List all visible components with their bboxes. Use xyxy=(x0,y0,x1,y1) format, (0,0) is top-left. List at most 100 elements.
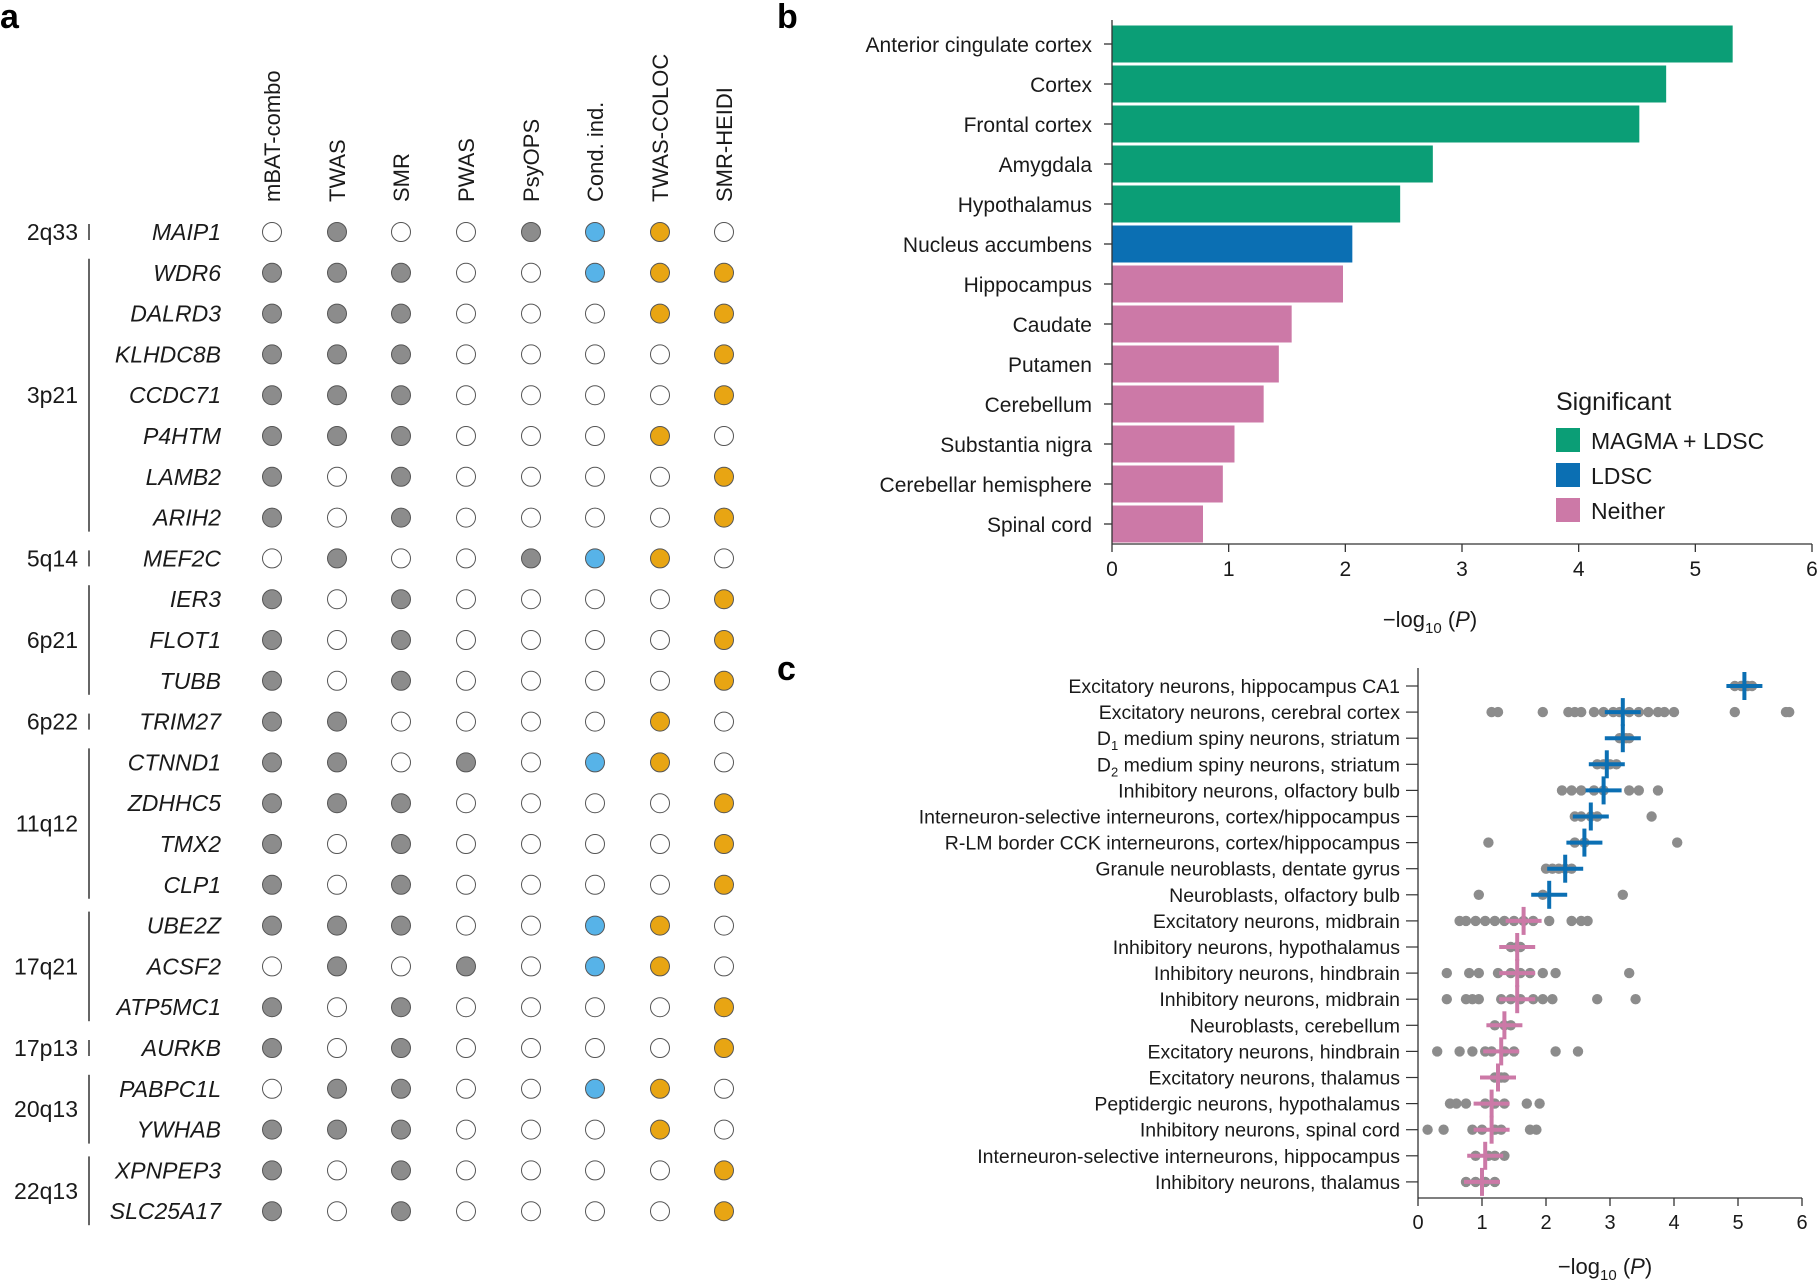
dot-twas xyxy=(327,1160,347,1181)
gene-label: YWHAB xyxy=(137,1117,221,1143)
dot-pwas xyxy=(456,1201,476,1222)
category-label: Cerebellum xyxy=(985,394,1092,417)
dot-pwas xyxy=(456,630,476,650)
dot-smr-heidi xyxy=(714,915,734,936)
data-point xyxy=(1633,785,1645,796)
dot-pwas xyxy=(456,466,476,487)
dot-twas-coloc xyxy=(650,997,670,1018)
dot-mbat-combo xyxy=(262,466,282,487)
category-label: Interneuron-selective interneurons, hipp… xyxy=(977,1146,1400,1168)
data-point xyxy=(1643,706,1654,718)
dot-smr-heidi xyxy=(714,262,734,283)
data-point xyxy=(1566,915,1577,927)
data-point xyxy=(1470,915,1481,927)
gene-label: XPNPEP3 xyxy=(114,1157,221,1183)
bar-caudate xyxy=(1112,305,1292,343)
column-header-psyops: PsyOPS xyxy=(519,119,544,202)
dot-twas-coloc xyxy=(650,1078,670,1099)
dot-twas-coloc xyxy=(650,589,670,610)
column-header-pwas: PWAS xyxy=(454,138,479,202)
dot-twas xyxy=(327,426,347,446)
dot-psyops xyxy=(521,222,541,242)
dot-twas xyxy=(327,997,347,1018)
category-label: Interneuron-selective interneurons, cort… xyxy=(919,807,1401,829)
dot-smr-heidi xyxy=(714,1201,734,1222)
dot-twas xyxy=(327,385,347,406)
dot-mbat-combo xyxy=(262,834,282,854)
locus-label: 5q14 xyxy=(27,545,78,571)
category-label: Excitatory neurons, thalamus xyxy=(1149,1068,1401,1090)
data-point xyxy=(1534,1098,1545,1109)
dot-twas-coloc xyxy=(650,834,670,854)
data-point xyxy=(1473,967,1485,979)
category-label: Neuroblasts, cerebellum xyxy=(1190,1015,1400,1037)
data-point xyxy=(1441,967,1453,979)
data-point xyxy=(1566,785,1577,796)
category-label: Inhibitory neurons, midbrain xyxy=(1159,989,1400,1011)
gene-label: ZDHHC5 xyxy=(127,790,221,816)
data-point xyxy=(1550,1046,1561,1057)
data-point xyxy=(1499,915,1510,927)
data-point xyxy=(1480,915,1491,927)
dot-smr xyxy=(391,385,411,406)
dot-mbat-combo xyxy=(262,670,282,691)
dot-smr-heidi xyxy=(714,303,734,324)
dot-smr xyxy=(391,1201,411,1222)
dot-cond-ind xyxy=(585,1038,605,1058)
data-point xyxy=(1672,837,1683,848)
data-point xyxy=(1624,967,1635,979)
x-tick-label: 2 xyxy=(1339,558,1351,581)
x-tick-label: 6 xyxy=(1806,558,1818,581)
data-point xyxy=(1460,1098,1472,1109)
dot-pwas xyxy=(456,589,476,610)
gene-label: LAMB2 xyxy=(146,464,222,490)
dot-psyops xyxy=(521,1201,541,1222)
category-label: Putamen xyxy=(1008,354,1092,377)
dot-cond-ind xyxy=(585,670,605,691)
category-label: D2 medium spiny neurons, striatum xyxy=(1097,754,1400,779)
dot-smr-heidi xyxy=(714,548,734,569)
dot-twas xyxy=(327,834,347,854)
dot-psyops xyxy=(521,1160,541,1181)
data-point xyxy=(1652,785,1664,796)
data-point xyxy=(1582,915,1593,927)
dot-psyops xyxy=(521,548,541,569)
bar-cerebellar-hemisphere xyxy=(1112,465,1223,503)
panel-b-bar-chart: Anterior cingulate cortex Cortex Frontal c… xyxy=(866,20,1818,637)
gene-label: MAIP1 xyxy=(152,219,221,245)
dot-smr xyxy=(391,1160,411,1181)
dot-twas-coloc xyxy=(650,1160,670,1181)
dot-twas xyxy=(327,630,347,650)
category-label: Spinal cord xyxy=(987,514,1092,537)
dot-psyops xyxy=(521,426,541,446)
dot-smr xyxy=(391,426,411,446)
dot-mbat-combo xyxy=(262,303,282,324)
gene-label: MEF2C xyxy=(143,545,221,571)
dot-twas-coloc xyxy=(650,385,670,406)
data-point xyxy=(1432,1046,1443,1057)
dot-cond-ind xyxy=(585,997,605,1018)
dot-twas-coloc xyxy=(650,752,670,773)
dot-twas xyxy=(327,262,347,283)
legend-label-magma-ldsc: MAGMA + LDSC xyxy=(1591,428,1764,454)
dot-twas-coloc xyxy=(650,1038,670,1058)
dot-pwas xyxy=(456,670,476,691)
gene-label: DALRD3 xyxy=(130,301,221,327)
x-tick-label: 5 xyxy=(1732,1212,1743,1234)
dot-mbat-combo xyxy=(262,548,282,569)
category-label: Amygdala xyxy=(999,154,1093,177)
dot-pwas xyxy=(456,262,476,283)
dot-smr-heidi xyxy=(714,630,734,650)
data-point xyxy=(1467,1046,1478,1057)
legend-label-neither: Neither xyxy=(1591,498,1665,524)
dot-pwas xyxy=(456,1038,476,1058)
dot-smr xyxy=(391,752,411,773)
x-axis-title: −log10 (P) xyxy=(1383,607,1477,637)
bar-frontal-cortex xyxy=(1112,105,1640,143)
dot-twas xyxy=(327,711,347,732)
dot-cond-ind xyxy=(585,630,605,650)
dot-pwas xyxy=(456,997,476,1018)
data-point xyxy=(1550,967,1561,979)
dot-pwas xyxy=(456,548,476,569)
dot-twas xyxy=(327,793,347,814)
